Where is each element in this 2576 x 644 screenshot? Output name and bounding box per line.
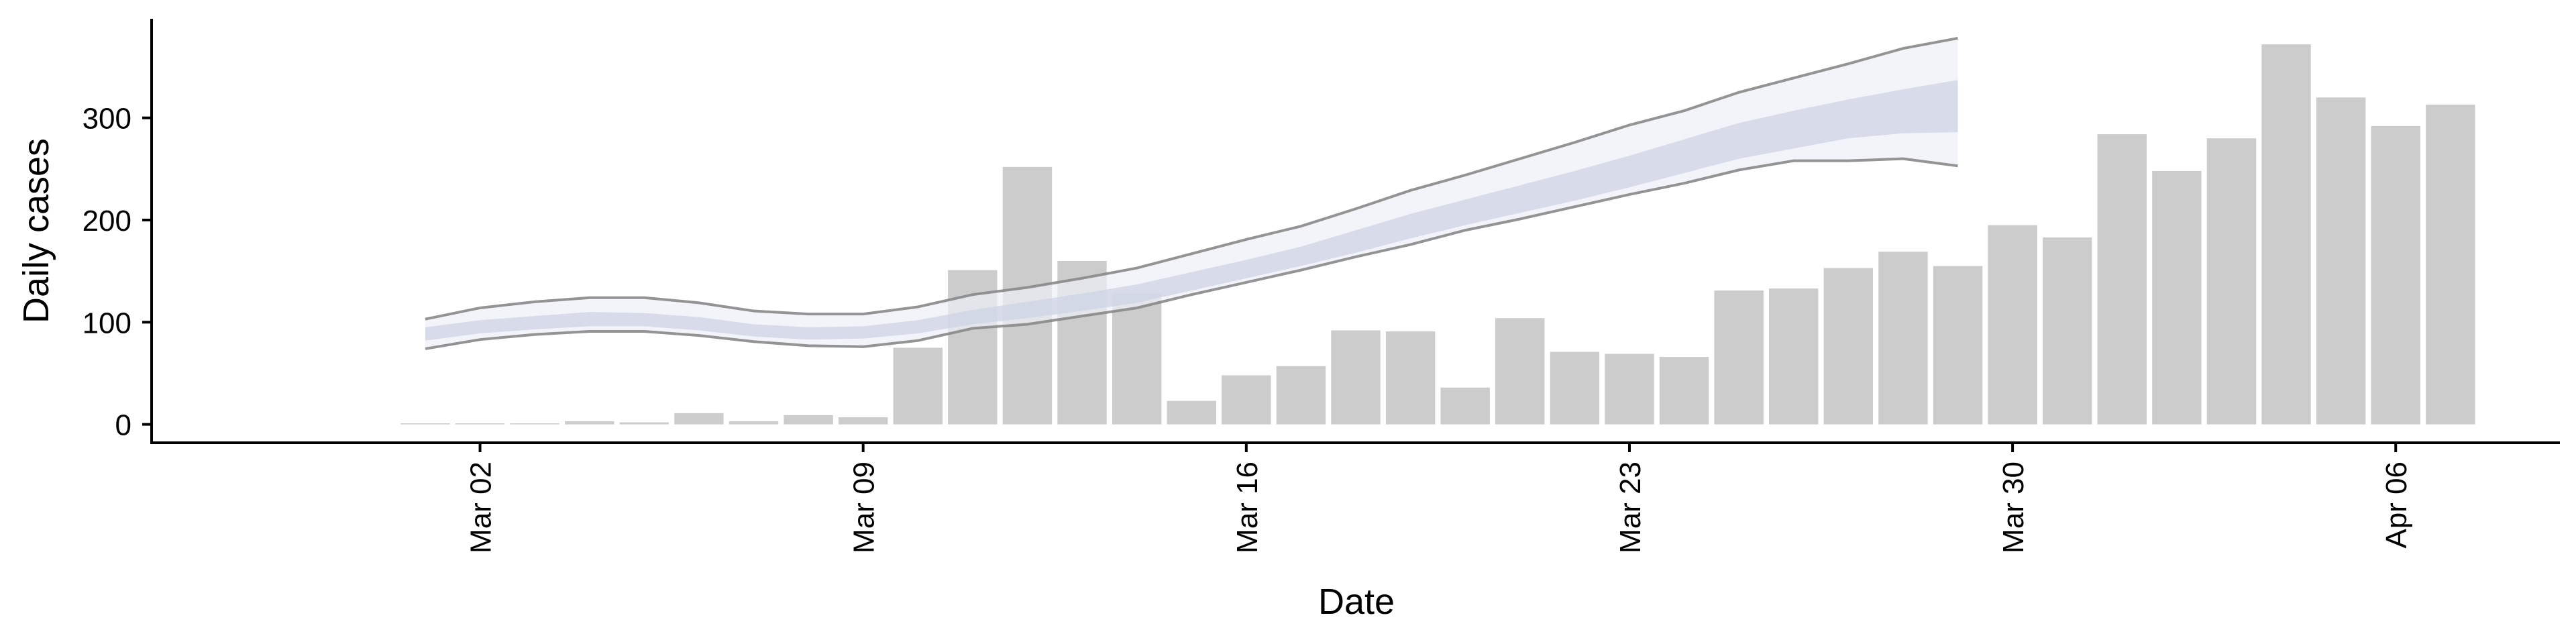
y-tick-label-0: 0 bbox=[115, 409, 131, 442]
x-tick-label-Mar 09: Mar 09 bbox=[848, 462, 881, 553]
bar-2020-03-06 bbox=[674, 413, 724, 425]
bar-2020-03-22 bbox=[1550, 352, 1600, 425]
band-lower-line bbox=[425, 157, 1958, 350]
estimate-band-layer bbox=[425, 36, 1958, 350]
bar-2020-03-01 bbox=[400, 423, 450, 425]
bar-2020-03-23 bbox=[1605, 354, 1654, 425]
bar-2020-03-27 bbox=[1823, 268, 1874, 425]
x-axis-title: Date bbox=[1318, 582, 1395, 622]
band-upper-line bbox=[425, 36, 1958, 321]
bar-2020-03-29 bbox=[1933, 266, 1983, 425]
x-tick-label-Mar 02: Mar 02 bbox=[465, 462, 498, 553]
bar-2020-04-05 bbox=[2316, 97, 2366, 425]
band-50-interval bbox=[425, 80, 1958, 341]
bar-2020-03-14 bbox=[1112, 293, 1162, 425]
bar-2020-03-20 bbox=[1440, 387, 1490, 425]
bar-2020-04-03 bbox=[2206, 138, 2257, 425]
bar-2020-03-08 bbox=[784, 415, 833, 425]
bar-2020-03-30 bbox=[1988, 225, 2037, 425]
bar-2020-04-06 bbox=[2371, 125, 2420, 425]
x-tick-label-Apr 06: Apr 06 bbox=[2380, 462, 2413, 549]
y-tick-label-200: 200 bbox=[83, 205, 131, 237]
bars-layer bbox=[400, 44, 2475, 425]
bar-2020-03-03 bbox=[510, 423, 559, 425]
bar-2020-04-04 bbox=[2261, 44, 2311, 425]
y-axis-ticks: 0 100 200 300 bbox=[83, 103, 152, 442]
bar-2020-03-15 bbox=[1167, 400, 1216, 425]
bar-2020-03-21 bbox=[1495, 318, 1545, 425]
bar-2020-03-04 bbox=[565, 421, 614, 425]
bar-2020-03-17 bbox=[1276, 366, 1326, 425]
bar-2020-03-25 bbox=[1714, 290, 1764, 425]
bar-2020-03-16 bbox=[1222, 375, 1271, 425]
plot-area bbox=[400, 36, 2475, 425]
x-tick-label-Mar 16: Mar 16 bbox=[1231, 462, 1264, 553]
bar-2020-03-26 bbox=[1769, 288, 1819, 425]
bar-2020-04-07 bbox=[2426, 104, 2475, 425]
bar-2020-03-31 bbox=[2042, 237, 2092, 425]
bar-2020-04-01 bbox=[2097, 134, 2147, 425]
bar-2020-04-02 bbox=[2152, 170, 2202, 425]
x-tick-label-Mar 30: Mar 30 bbox=[1997, 462, 2030, 553]
bar-2020-03-10 bbox=[893, 347, 943, 425]
y-tick-label-100: 100 bbox=[83, 307, 131, 339]
y-tick-label-300: 300 bbox=[83, 103, 131, 136]
bar-2020-03-24 bbox=[1659, 357, 1709, 425]
bar-2020-03-28 bbox=[1878, 252, 1928, 425]
bar-2020-03-07 bbox=[729, 421, 779, 425]
bar-2020-03-09 bbox=[838, 417, 888, 425]
bar-2020-03-19 bbox=[1385, 331, 1436, 425]
y-axis-title: Daily cases bbox=[16, 138, 56, 323]
bar-2020-03-18 bbox=[1331, 330, 1381, 425]
bar-2020-03-02 bbox=[455, 423, 505, 425]
bar-2020-03-05 bbox=[619, 422, 669, 425]
x-tick-label-Mar 23: Mar 23 bbox=[1614, 462, 1647, 553]
x-axis-ticks: Mar 02 Mar 09 Mar 16 Mar 23 Mar 30 Apr 06 bbox=[465, 443, 2413, 553]
